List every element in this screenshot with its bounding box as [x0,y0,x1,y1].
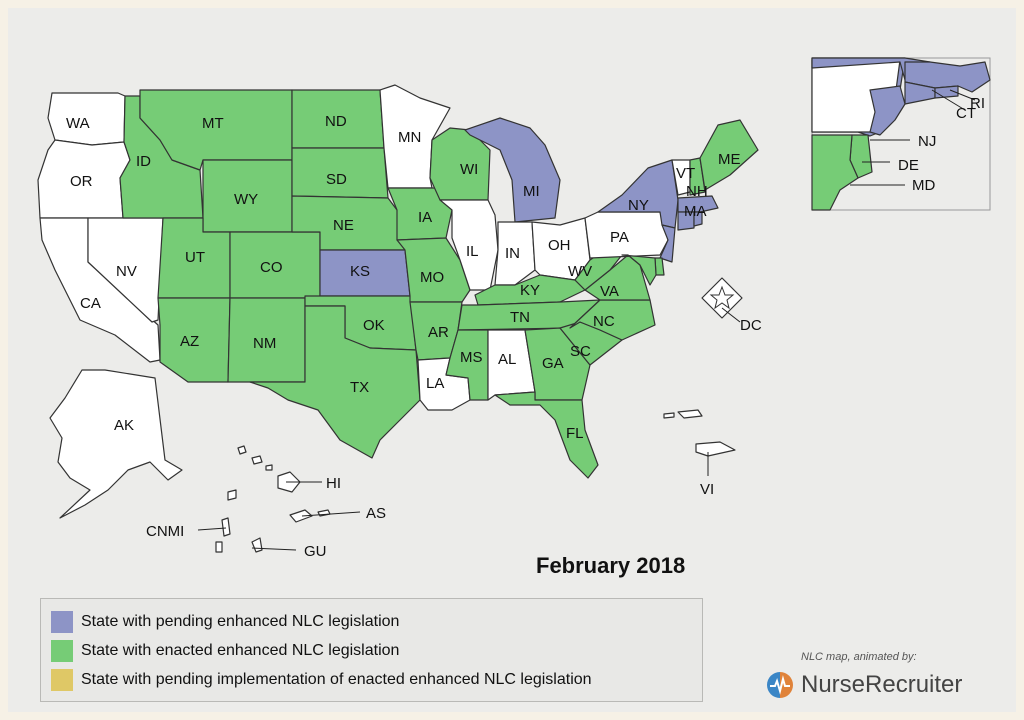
label-IA: IA [418,209,432,226]
state-CNMI[interactable] [215,489,237,553]
label-GU: GU [304,543,327,560]
label-NE: NE [333,217,354,234]
label-SD: SD [326,171,347,188]
label-AS: AS [366,505,386,522]
state-NJ[interactable] [659,224,676,263]
state-MD[interactable] [621,254,657,286]
label-OH: OH [548,237,571,254]
label-CO: CO [260,259,283,276]
map-frame: WA OR CA NV AK ID MT WY UT CO AZ NM ND S… [8,8,1016,712]
label-MN: MN [398,129,421,146]
label-ID: ID [136,153,151,170]
label-AL: AL [498,351,516,368]
state-labels: WA OR CA NV AK ID MT WY UT CO AZ NM ND S… [66,95,985,560]
legend-swatch-implementation [51,668,73,691]
legend-swatch-enacted [51,639,73,662]
leader-lines [197,89,976,551]
label-GA: GA [542,355,564,372]
label-MS: MS [460,349,483,366]
state-TX[interactable] [249,305,421,459]
label-VT: VT [676,165,695,182]
legend-label-implementation: State with pending implementation of ena… [81,670,592,688]
state-VI[interactable] [663,409,736,457]
label-MA: MA [684,203,707,220]
label-TN: TN [510,309,530,326]
label-WY: WY [234,191,258,208]
label-MT: MT [202,115,224,132]
state-MA[interactable] [677,195,719,213]
state-IL[interactable] [439,199,499,291]
label-AK: AK [114,417,134,434]
label-NH: NH [686,183,708,200]
legend-label-pending: State with pending enhanced NLC legislat… [81,612,400,630]
dc-star-icon [709,285,735,310]
legend-item-implementation: State with pending implementation of ena… [51,665,692,694]
legend-item-enacted: State with enacted enhanced NLC legislat… [51,636,692,665]
label-DE: DE [898,157,919,174]
state-FL[interactable] [494,391,599,479]
label-AR: AR [428,324,449,341]
label-CA: CA [80,295,101,312]
label-CNMI: CNMI [146,523,184,540]
label-MO: MO [420,269,444,286]
legend-label-enacted: State with enacted enhanced NLC legislat… [81,641,400,659]
label-NJ: NJ [918,133,936,150]
dc-marker[interactable] [701,277,743,319]
label-DC: DC [740,317,762,334]
label-IL: IL [466,243,479,260]
state-GU[interactable] [251,537,263,553]
state-HI-islands[interactable] [237,445,273,471]
state-RI[interactable] [693,211,703,227]
label-MI: MI [523,183,540,200]
legend-swatch-pending [51,610,73,633]
inset-md[interactable] [811,134,859,211]
northeast-inset [811,57,991,211]
state-MI[interactable] [464,117,561,223]
label-CT: CT [956,105,976,122]
label-SC: SC [570,343,591,360]
label-RI: RI [970,95,985,112]
label-MD: MD [912,177,935,194]
label-WV: WV [568,263,592,280]
label-KS: KS [350,263,370,280]
state-AS[interactable] [289,509,331,523]
legend: State with pending enhanced NLC legislat… [40,598,703,702]
label-NY: NY [628,197,649,214]
legend-item-pending: State with pending enhanced NLC legislat… [51,607,692,636]
state-CT[interactable] [677,211,695,231]
nurse-recruiter-logo-icon [767,672,793,698]
label-VA: VA [600,283,619,300]
label-NM: NM [253,335,276,352]
state-AK[interactable] [49,369,183,519]
map-credit: NLC map, animated by: [801,651,917,663]
label-AZ: AZ [180,333,199,350]
label-NV: NV [116,263,137,280]
label-WA: WA [66,115,90,132]
label-IN: IN [505,245,520,262]
label-OK: OK [363,317,385,334]
inset-nj[interactable] [869,85,906,136]
label-WI: WI [460,161,478,178]
label-OR: OR [70,173,93,190]
label-FL: FL [566,425,584,442]
label-LA: LA [426,375,444,392]
label-ND: ND [325,113,347,130]
date-label: February 2018 [536,553,686,578]
state-ME[interactable] [699,119,759,191]
label-HI: HI [326,475,341,492]
brand-logo[interactable]: NurseRecruiter [765,670,962,700]
nlc-map: WA OR CA NV AK ID MT WY UT CO AZ NM ND S… [37,57,991,560]
label-PA: PA [610,229,629,246]
label-VI: VI [700,481,714,498]
label-UT: UT [185,249,205,266]
label-KY: KY [520,282,540,299]
label-ME: ME [718,151,741,168]
brand-name: NurseRecruiter [801,671,963,698]
state-WI[interactable] [429,127,491,201]
label-NC: NC [593,313,615,330]
label-TX: TX [350,379,369,396]
